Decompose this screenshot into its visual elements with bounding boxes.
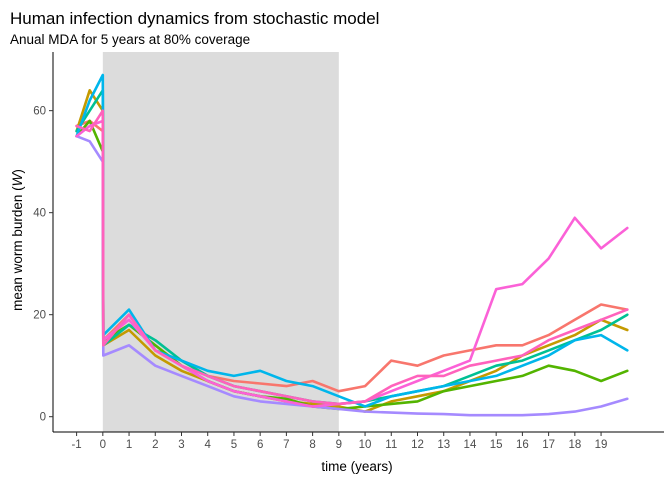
- y-axis-label-symbol: W: [10, 172, 25, 186]
- x-tick-label: 14: [464, 439, 477, 451]
- y-tick-label: 20: [33, 310, 46, 322]
- x-tick-label: 1: [126, 439, 132, 451]
- y-tick-label: 40: [33, 208, 46, 220]
- x-tick-label: 11: [385, 439, 397, 451]
- series-line-8: [75, 109, 629, 406]
- x-tick-label: 2: [152, 439, 158, 451]
- x-tick-label: 5: [231, 439, 237, 451]
- x-tick-label: 7: [283, 439, 289, 451]
- y-axis-label-suffix: ): [10, 169, 25, 174]
- y-tick-label: 0: [40, 412, 46, 424]
- y-axis-label: mean worm burden (W): [10, 169, 25, 311]
- series-line-6: [75, 134, 629, 417]
- x-tick-label: 10: [359, 439, 372, 451]
- x-tick-label: 0: [100, 439, 106, 451]
- x-tick-label: 4: [205, 439, 212, 451]
- x-tick-label: 8: [309, 439, 315, 451]
- chart-subtitle: Anual MDA for 5 years at 80% coverage: [10, 32, 250, 47]
- mda-period-shade: [102, 52, 339, 432]
- y-axis-label-prefix: mean worm burden (: [10, 186, 25, 311]
- x-tick-label: 15: [490, 439, 503, 451]
- plot-panel: [102, 52, 339, 432]
- series-line-5: [75, 73, 629, 408]
- x-tick-label: 13: [437, 439, 450, 451]
- chart-title: Human infection dynamics from stochastic…: [10, 9, 379, 28]
- x-tick-label: 17: [542, 439, 555, 451]
- x-tick-label: 19: [595, 439, 608, 451]
- x-tick-label: -1: [71, 439, 81, 451]
- series-layer: [75, 73, 629, 417]
- x-tick-label: 18: [568, 439, 581, 451]
- x-axis-label: time (years): [321, 459, 392, 474]
- x-tick-label: 6: [257, 439, 263, 451]
- y-tick-label: 60: [33, 106, 46, 118]
- x-tick-label: 16: [516, 439, 529, 451]
- x-tick-label: 3: [178, 439, 184, 451]
- series-line-7: [75, 119, 629, 408]
- x-tick-label: 12: [411, 439, 424, 451]
- x-tick-label: 9: [336, 439, 342, 451]
